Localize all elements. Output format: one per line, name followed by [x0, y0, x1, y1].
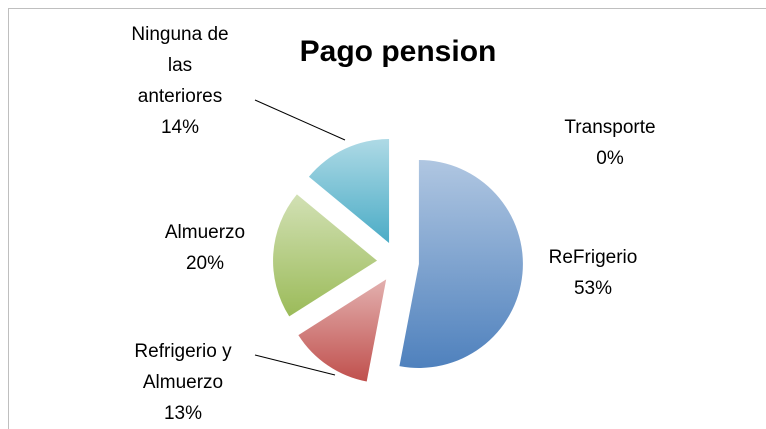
chart-border: [8, 8, 766, 429]
leader-line: [254, 354, 336, 376]
pie-slice: [308, 138, 390, 243]
slice-label: Transporte: [564, 117, 656, 138]
slice-label: Almuerzo: [164, 222, 246, 243]
chart-title: Pago pension: [299, 35, 497, 68]
slice-label: Ninguna de las anteriores: [131, 24, 229, 107]
leader-line: [254, 99, 346, 141]
pie-slice: [298, 279, 387, 382]
slice-value-label: 20%: [185, 253, 225, 274]
slice-value-label: 13%: [163, 403, 203, 424]
slice-value-label: 53%: [573, 278, 613, 299]
pie-slice: [399, 159, 523, 368]
slice-label: ReFrigerio: [548, 247, 638, 268]
slice-value-label: 14%: [160, 117, 200, 138]
pie-slice: [273, 194, 378, 317]
slice-label: Refrigerio y Almuerzo: [134, 341, 232, 393]
slice-value-label: 0%: [596, 148, 624, 169]
